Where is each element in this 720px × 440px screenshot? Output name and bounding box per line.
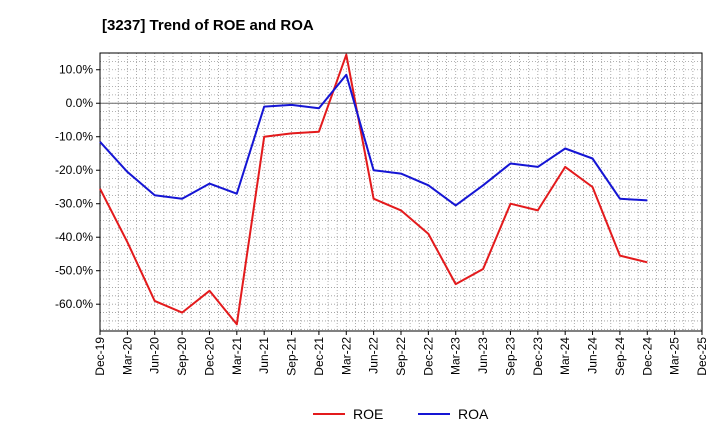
x-tick-label: Jun-24 (586, 337, 600, 374)
y-tick-label: -60.0% (55, 297, 93, 311)
x-tick-label: Dec-20 (202, 337, 216, 376)
x-tick-label: Jun-23 (476, 337, 490, 374)
y-tick-label: -20.0% (55, 163, 93, 177)
y-tick-label: 0.0% (66, 96, 94, 110)
chart-title: [3237] Trend of ROE and ROA (102, 17, 314, 34)
x-tick-label: Dec-21 (312, 337, 326, 376)
legend-label-roa: ROA (458, 406, 489, 422)
x-tick-label: Mar-21 (230, 337, 244, 375)
x-tick-label: Mar-22 (339, 337, 353, 375)
x-tick-label: Dec-24 (640, 337, 654, 376)
x-axis: Dec-19 Mar-20 Jun-20 Sep-20 Dec-20 Mar-21 Jun-… (93, 331, 709, 376)
x-tick-label: Mar-25 (668, 337, 682, 375)
grid (99, 52, 703, 331)
x-tick-label: Sep-23 (503, 337, 517, 376)
x-tick-label: Dec-22 (421, 337, 435, 376)
x-tick-label: Dec-25 (695, 337, 709, 376)
series-layer (99, 53, 648, 326)
y-tick-label: -10.0% (55, 130, 93, 144)
x-tick-label: Sep-24 (613, 337, 627, 376)
x-tick-label: Mar-20 (120, 337, 134, 375)
x-tick-label: Jun-21 (257, 337, 271, 374)
y-tick-label: 10.0% (59, 63, 93, 77)
x-tick-label: Sep-20 (175, 337, 189, 376)
y-axis: 10.0% 0.0% -10.0% -20.0% -30.0% -40.0% -50.0% -… (55, 63, 100, 311)
y-tick-label: -40.0% (55, 230, 93, 244)
series-line-roe (99, 53, 648, 326)
x-tick-label: Sep-21 (285, 337, 299, 376)
x-tick-label: Sep-22 (394, 337, 408, 376)
legend-label-roe: ROE (353, 406, 383, 422)
x-tick-label: Dec-19 (93, 337, 107, 376)
legend: ROE ROA (313, 406, 489, 422)
x-tick-label: Mar-23 (449, 337, 463, 375)
x-tick-label: Dec-23 (531, 337, 545, 376)
series-line-roa (99, 73, 648, 207)
x-tick-label: Jun-22 (367, 337, 381, 374)
y-tick-label: -50.0% (55, 264, 93, 278)
x-tick-label: Mar-24 (558, 337, 572, 375)
x-tick-label: Jun-20 (148, 337, 162, 374)
y-tick-label: -30.0% (55, 197, 93, 211)
